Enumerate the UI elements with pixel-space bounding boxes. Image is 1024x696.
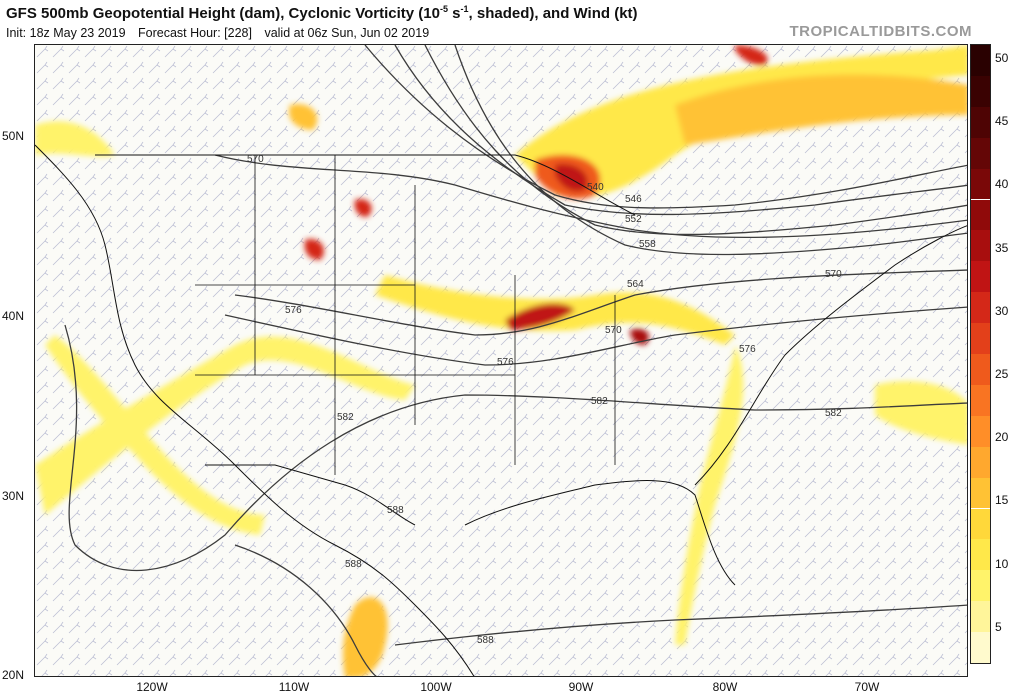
contour-label: 552 (625, 214, 642, 225)
contour-546 (394, 45, 967, 216)
contour-582 (64, 324, 967, 572)
contour-588-south (394, 604, 967, 646)
vorticity-max-north (555, 164, 588, 192)
contour-label: 588 (387, 505, 404, 516)
colorbar-segment (971, 539, 990, 571)
contour-label: 540 (587, 182, 604, 193)
vorticity-shading (35, 45, 967, 676)
colorbar-segment (971, 199, 990, 231)
contour-label: 576 (497, 357, 514, 368)
vorticity-max-central (505, 303, 575, 330)
colorbar-segment (971, 446, 990, 478)
colorbar-label: 45 (995, 114, 1009, 129)
vorticity-band-atlantic (675, 345, 744, 645)
brand-watermark: TROPICALTIDBITS.COM (789, 23, 972, 40)
colorbar-segment (971, 323, 990, 354)
lon-label: 90W (568, 680, 594, 694)
lon-label: 70W (854, 680, 880, 694)
vorticity-spot-dakota (354, 198, 372, 217)
contour-label: 564 (627, 279, 644, 290)
vorticity-spot-northeast (735, 45, 768, 66)
lat-label: 30N (2, 489, 25, 503)
lon-label: 100W (420, 680, 452, 694)
colorbar-segment (971, 261, 990, 293)
colorbar-segment (971, 137, 990, 169)
map-panel: 570 546 552 558 564 540 570 576 570 576 … (34, 44, 968, 677)
contour-label: 570 (247, 154, 264, 165)
colorbar-segment (971, 508, 990, 540)
contour-570-north (214, 154, 967, 239)
forecast-hour: Forecast Hour: [228] (138, 26, 252, 40)
contour-labels: 570 546 552 558 564 540 570 576 570 576 … (247, 154, 842, 646)
vorticity-colorbar (970, 44, 991, 664)
map-title: GFS 500mb Geopotential Height (dam), Cyc… (6, 4, 638, 22)
colorbar-label: 10 (995, 556, 1009, 571)
vorticity-band-pacific-nw (35, 121, 115, 157)
lat-label: 40N (2, 309, 25, 323)
contour-label: 570 (825, 269, 842, 280)
colorbar-segment (971, 354, 990, 385)
west-coastline (35, 144, 475, 676)
vorticity-spot-wyoming (304, 239, 325, 260)
colorbar-segment (971, 601, 990, 633)
map-subtitle: Init: 18z May 23 2019 Forecast Hour: [22… (6, 26, 438, 40)
vorticity-spot-montana (288, 104, 318, 130)
colorbar-label: 30 (995, 303, 1009, 318)
contour-558 (454, 45, 967, 256)
contour-588-west (234, 544, 378, 676)
vorticity-band-east-atlantic (875, 381, 967, 445)
vorticity-band-northeast (675, 74, 967, 145)
colorbar-label: 50 (995, 51, 1009, 65)
vorticity-spot-mexico (343, 597, 388, 676)
colorbar-segment (971, 415, 990, 447)
state-borders (195, 155, 616, 475)
colorbar-segment (971, 292, 990, 324)
lon-label: 110W (278, 680, 310, 694)
us-canada-border (95, 154, 636, 216)
init-time: Init: 18z May 23 2019 (6, 26, 126, 40)
contour-label: 582 (825, 408, 842, 419)
contour-label: 582 (591, 396, 608, 407)
contour-label: 588 (345, 559, 362, 570)
colorbar-segment (971, 106, 990, 138)
colorbar-label: 5 (995, 619, 1002, 634)
colorbar-label: 40 (995, 177, 1009, 192)
colorbar-label: 35 (995, 240, 1009, 255)
lat-label: 50N (2, 129, 25, 143)
contour-label: 570 (605, 325, 622, 336)
lat-label: 20N (2, 668, 25, 682)
contour-label: 582 (337, 412, 354, 423)
vorticity-band-baja (45, 335, 265, 535)
map-canvas: 570 546 552 558 564 540 570 576 570 576 … (35, 45, 967, 676)
east-coastline (694, 225, 967, 486)
colorbar-segment (971, 384, 990, 416)
lon-label: 80W (712, 680, 738, 694)
contour-label: 576 (285, 305, 302, 316)
contour-576 (224, 306, 967, 366)
coastlines (35, 144, 967, 676)
contour-552 (424, 45, 967, 236)
colorbar-segment (971, 230, 990, 262)
us-mexico-border (205, 464, 416, 526)
contour-label: 576 (739, 344, 756, 355)
contour-label: 588 (477, 635, 494, 646)
colorbar-segment (971, 45, 990, 76)
gulf-coastline (464, 480, 736, 586)
colorbar-segment (971, 75, 990, 107)
contour-label: 558 (639, 239, 656, 250)
contour-540 (364, 45, 967, 209)
contour-label: 546 (625, 194, 642, 205)
height-contours (64, 45, 967, 676)
lon-label: 120W (136, 680, 168, 694)
colorbar-label: 15 (995, 493, 1009, 508)
wind-barbs-field (35, 45, 967, 676)
contour-564 (234, 269, 967, 336)
valid-time: valid at 06z Sun, Jun 02 2019 (264, 26, 430, 40)
colorbar-segment (971, 632, 990, 663)
colorbar-label: 25 (995, 367, 1009, 381)
colorbar-segment (971, 168, 990, 200)
colorbar-segment (971, 477, 990, 509)
colorbar-label: 20 (995, 430, 1009, 445)
colorbar-segment (971, 570, 990, 602)
